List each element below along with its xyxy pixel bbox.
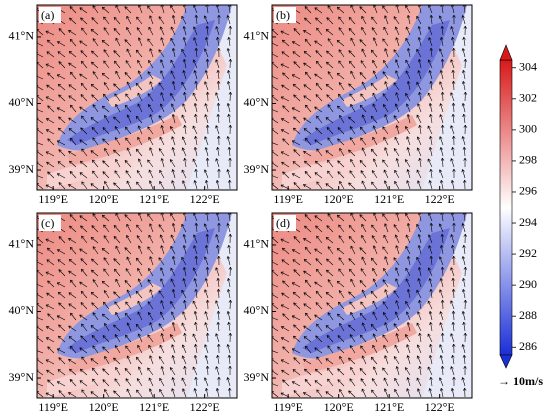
x-tick-label: 122°E bbox=[190, 192, 220, 206]
x-tick-label: 119°E bbox=[38, 192, 68, 206]
x-tick-label: 122°E bbox=[190, 400, 220, 414]
colorbar-tick-label: 304 bbox=[519, 60, 537, 74]
map-image bbox=[37, 213, 237, 398]
y-tick-label: 41°N bbox=[244, 29, 270, 43]
x-tick-label: 121°E bbox=[374, 400, 404, 414]
y-tick-label: 40°N bbox=[244, 303, 270, 317]
map-panel: (c) 119°E 120°E 121°E 122°E 39°N 40°N 41°N bbox=[9, 212, 238, 414]
x-tick-label: 122°E bbox=[425, 192, 455, 206]
panel-frame bbox=[36, 4, 238, 191]
y-tick-label: 39°N bbox=[9, 162, 35, 176]
panel-label-box bbox=[274, 215, 296, 231]
panel-label: (a) bbox=[41, 8, 54, 22]
panel-frame bbox=[271, 212, 473, 399]
y-tick-label: 40°N bbox=[9, 303, 35, 317]
colorbar-tick-label: 290 bbox=[519, 277, 537, 291]
colorbar-tick-label: 286 bbox=[519, 339, 537, 353]
x-tick-label: 121°E bbox=[374, 192, 404, 206]
colorbar-extend-min bbox=[499, 354, 513, 369]
x-tick-label: 121°E bbox=[139, 400, 169, 414]
x-tick-label: 120°E bbox=[89, 400, 119, 414]
map-panel: (a) 119°E 120°E 121°E 122°E 39°N 40°N 41°N bbox=[9, 4, 238, 206]
x-tick-label: 119°E bbox=[273, 192, 303, 206]
x-tick-label: 119°E bbox=[38, 400, 68, 414]
panel-label-box bbox=[274, 7, 296, 23]
y-tick-label: 41°N bbox=[9, 237, 35, 251]
x-tick-label: 120°E bbox=[324, 400, 354, 414]
y-tick-label: 40°N bbox=[9, 95, 35, 109]
y-tick-label: 40°N bbox=[244, 95, 270, 109]
colorbar-tick-label: 288 bbox=[519, 308, 537, 322]
colorbar-tick-label: 302 bbox=[519, 91, 537, 105]
map-panel: (b) 119°E 120°E 121°E 122°E 39°N 40°N 41°N bbox=[244, 4, 473, 206]
colorbar-tick-label: 294 bbox=[519, 215, 537, 229]
panel-label: (c) bbox=[41, 216, 54, 230]
x-tick-label: 120°E bbox=[89, 192, 119, 206]
map-image bbox=[272, 213, 472, 398]
colorbar bbox=[499, 59, 513, 356]
x-tick-label: 121°E bbox=[139, 192, 169, 206]
colorbar-tick-label: 298 bbox=[519, 153, 537, 167]
y-tick-label: 41°N bbox=[244, 237, 270, 251]
colorbar-tick-label: 292 bbox=[519, 246, 537, 260]
panel-frame bbox=[36, 212, 238, 399]
colorbar-tick-label: 296 bbox=[519, 184, 537, 198]
map-field bbox=[37, 213, 237, 398]
x-tick-label: 119°E bbox=[273, 400, 303, 414]
y-tick-label: 39°N bbox=[244, 162, 270, 176]
x-tick-label: 122°E bbox=[425, 400, 455, 414]
panel-label-box bbox=[39, 7, 61, 23]
colorbar-extend-max bbox=[499, 44, 513, 61]
y-tick-label: 39°N bbox=[9, 370, 35, 384]
y-tick-label: 41°N bbox=[9, 29, 35, 43]
map-field bbox=[272, 213, 472, 398]
map-field bbox=[272, 5, 472, 190]
panel-label: (d) bbox=[276, 216, 290, 230]
panel-label-box bbox=[39, 215, 61, 231]
map-panel: (d) 119°E 120°E 121°E 122°E 39°N 40°N 41°N bbox=[244, 212, 473, 414]
panel-label: (b) bbox=[276, 8, 290, 22]
map-image bbox=[272, 5, 472, 190]
map-image bbox=[37, 5, 237, 190]
x-tick-label: 120°E bbox=[324, 192, 354, 206]
vector-legend: → 10m/s bbox=[498, 374, 543, 388]
panel-frame bbox=[271, 4, 473, 191]
colorbar-tick-label: 300 bbox=[519, 122, 537, 136]
map-field bbox=[37, 5, 237, 190]
y-tick-label: 39°N bbox=[244, 370, 270, 384]
